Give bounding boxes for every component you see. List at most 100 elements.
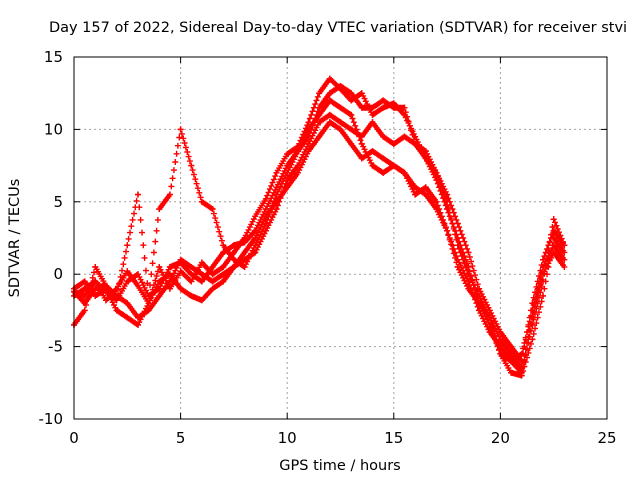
data-point xyxy=(134,282,141,289)
data-point xyxy=(145,307,152,314)
data-point xyxy=(380,104,387,111)
data-point xyxy=(540,263,547,270)
data-point xyxy=(305,148,312,155)
data-point xyxy=(92,285,99,292)
data-point xyxy=(497,336,504,343)
data-point xyxy=(294,169,301,176)
data-point xyxy=(550,242,557,249)
data-point xyxy=(326,119,333,126)
data-point xyxy=(348,111,355,118)
chart-title: Day 157 of 2022, Sidereal Day-to-day VTE… xyxy=(49,20,627,36)
data-point xyxy=(369,104,376,111)
data-point xyxy=(156,263,163,270)
data-point xyxy=(230,242,237,249)
data-point xyxy=(81,300,88,307)
data-point xyxy=(92,292,99,299)
data-point xyxy=(102,288,109,295)
x-tick-label: 0 xyxy=(69,429,79,447)
data-point xyxy=(166,285,173,292)
data-point xyxy=(92,278,99,285)
data-point xyxy=(380,97,387,104)
data-point xyxy=(326,75,333,82)
data-point xyxy=(124,278,131,285)
data-point xyxy=(465,249,472,256)
data-point xyxy=(412,191,419,198)
data-point xyxy=(348,97,355,104)
x-axis-tick-labels: 0 5 10 15 20 25 xyxy=(69,429,616,447)
data-point xyxy=(220,249,227,256)
data-point xyxy=(241,263,248,270)
data-point xyxy=(81,307,88,314)
data-point xyxy=(348,140,355,147)
data-point xyxy=(401,133,408,140)
y-tick-label: -5 xyxy=(48,338,63,356)
y-axis-title: SDTVAR / TECUs xyxy=(7,179,23,298)
data-point xyxy=(252,249,259,256)
data-point xyxy=(454,256,461,263)
data-point xyxy=(390,162,397,169)
data-point xyxy=(401,104,408,111)
data-point xyxy=(390,104,397,111)
x-axis-title: GPS time / hours xyxy=(279,458,400,474)
data-point xyxy=(262,206,269,213)
data-point xyxy=(454,242,461,249)
data-point xyxy=(262,227,269,234)
data-point xyxy=(198,259,205,266)
data-point xyxy=(433,198,440,205)
data-point xyxy=(497,350,504,357)
data-point xyxy=(518,350,525,357)
data-point xyxy=(209,263,216,270)
gridlines xyxy=(74,57,607,419)
data-point xyxy=(422,148,429,155)
data-point xyxy=(358,133,365,140)
data-point xyxy=(561,256,568,263)
data-point xyxy=(348,90,355,97)
data-point xyxy=(124,314,131,321)
data-point xyxy=(230,249,237,256)
data-point xyxy=(422,191,429,198)
data-point xyxy=(337,104,344,111)
data-point xyxy=(81,285,88,292)
data-point xyxy=(241,256,248,263)
data-point xyxy=(550,227,557,234)
data-point xyxy=(316,119,323,126)
data-point xyxy=(508,369,515,376)
data-point xyxy=(177,126,184,133)
data-point xyxy=(412,184,419,191)
data-point xyxy=(156,292,163,299)
data-point xyxy=(262,195,269,202)
data-point xyxy=(369,119,376,126)
data-points xyxy=(71,75,568,379)
x-tick-label: 20 xyxy=(491,429,510,447)
data-point xyxy=(124,268,131,275)
data-point xyxy=(134,321,141,328)
data-point xyxy=(230,256,237,263)
data-point xyxy=(284,162,291,169)
data-point xyxy=(337,82,344,89)
data-point xyxy=(444,191,451,198)
data-point xyxy=(81,278,88,285)
data-point xyxy=(273,184,280,191)
data-point xyxy=(316,104,323,111)
data-point xyxy=(358,155,365,162)
data-point xyxy=(380,169,387,176)
data-point xyxy=(561,263,568,270)
data-point xyxy=(209,285,216,292)
data-point xyxy=(145,300,152,307)
data-point xyxy=(540,292,547,299)
data-point xyxy=(134,191,141,198)
data-point xyxy=(209,271,216,278)
data-point xyxy=(81,292,88,299)
data-point xyxy=(177,268,184,275)
data-point xyxy=(369,111,376,118)
data-point xyxy=(124,300,131,307)
data-point xyxy=(412,140,419,147)
data-point xyxy=(166,263,173,270)
data-point xyxy=(198,297,205,304)
data-point xyxy=(518,365,525,372)
data-point xyxy=(156,206,163,213)
data-point xyxy=(305,140,312,147)
data-point xyxy=(326,90,333,97)
data-point xyxy=(316,90,323,97)
